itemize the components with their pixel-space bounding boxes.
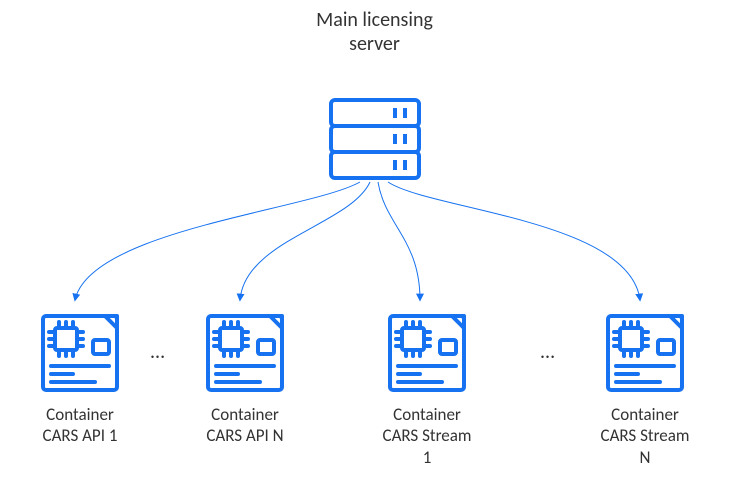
edge-to-stream-n bbox=[388, 182, 640, 300]
client-label: Container CARS Stream N bbox=[595, 404, 695, 468]
client-stream-1: Container CARS Stream 1 bbox=[377, 310, 477, 468]
edge-to-api-n bbox=[240, 182, 370, 300]
board-icon bbox=[384, 310, 470, 396]
edge-to-stream-1 bbox=[378, 182, 420, 300]
client-label: Container CARS API 1 bbox=[30, 404, 130, 447]
client-api-1: Container CARS API 1 bbox=[30, 310, 130, 447]
client-label: Container CARS Stream 1 bbox=[377, 404, 477, 468]
edge-to-api-1 bbox=[75, 182, 360, 300]
board-icon bbox=[202, 310, 288, 396]
client-label: Container CARS API N bbox=[195, 404, 295, 447]
ellipsis-stream: ... bbox=[540, 340, 555, 364]
board-icon bbox=[602, 310, 688, 396]
ellipsis-api: ... bbox=[150, 340, 165, 364]
client-stream-n: Container CARS Stream N bbox=[595, 310, 695, 468]
client-api-n: Container CARS API N bbox=[195, 310, 295, 447]
board-icon bbox=[37, 310, 123, 396]
